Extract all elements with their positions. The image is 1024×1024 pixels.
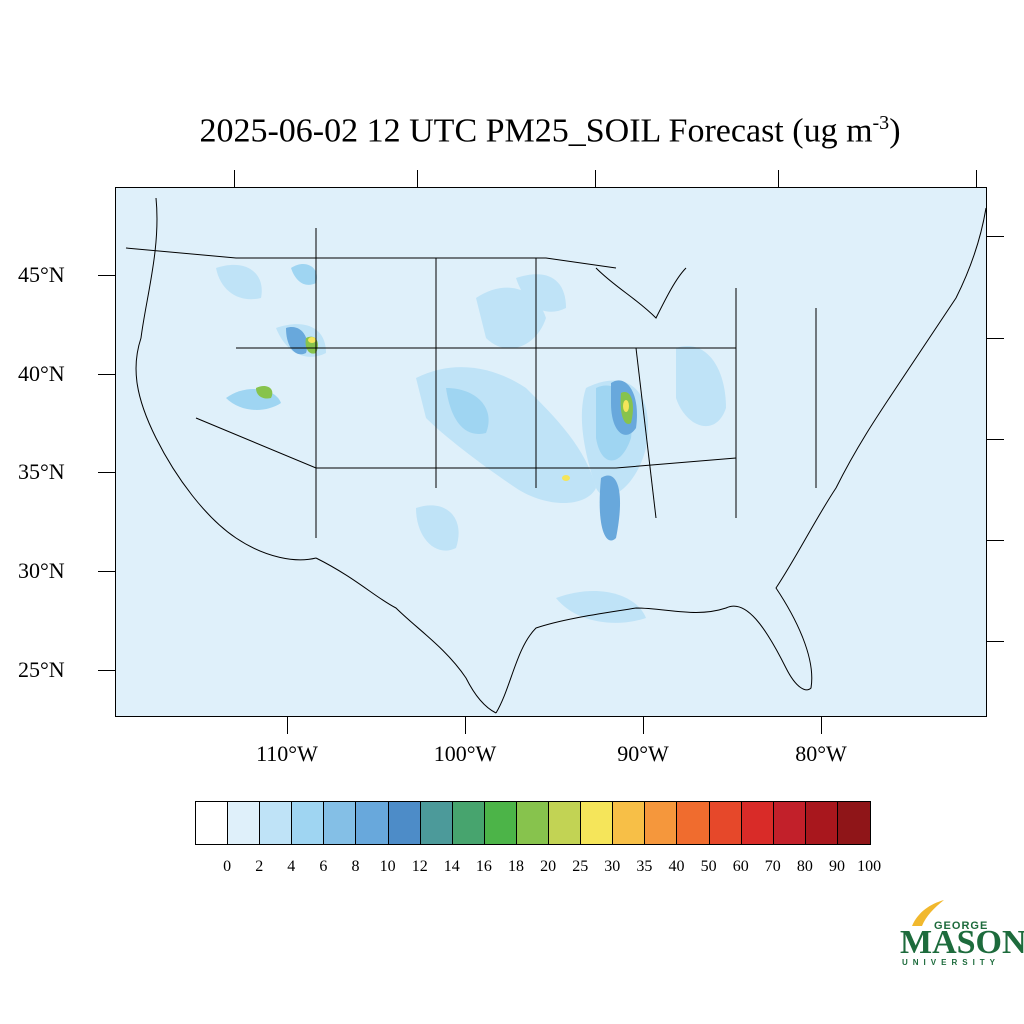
color-legend-swatch	[773, 802, 806, 844]
color-legend-swatch	[228, 802, 261, 844]
latitude-label: 45°N	[18, 262, 65, 287]
color-legend-swatch	[709, 802, 742, 844]
color-legend-label: 2	[255, 858, 264, 875]
color-legend-swatch	[645, 802, 678, 844]
bottom-tick	[465, 717, 466, 734]
latitude-label: 40°N	[18, 361, 65, 386]
right-tick	[987, 540, 1004, 541]
color-legend-label: 18	[508, 858, 524, 875]
color-legend-label: 16	[475, 858, 492, 875]
color-legend-swatch	[324, 802, 357, 844]
color-legend-label: 4	[287, 858, 296, 875]
color-legend-swatch	[356, 802, 389, 844]
left-tick	[98, 374, 115, 375]
left-tick	[98, 571, 115, 572]
color-legend-swatch	[516, 802, 550, 844]
color-legend-swatch	[613, 802, 646, 844]
map-title: 2025-06-02 12 UTC PM25_SOIL Forecast (ug…	[0, 112, 1024, 150]
color-legend-swatch	[581, 802, 614, 844]
color-legend	[195, 801, 871, 845]
coastline-and-borders	[125, 197, 986, 714]
color-legend-swatch	[741, 802, 774, 844]
color-legend-swatch	[292, 802, 325, 844]
color-legend-swatch	[196, 802, 229, 844]
color-legend-label: 6	[319, 858, 328, 875]
longitude-label: 100°W	[433, 741, 497, 766]
color-legend-label: 50	[700, 858, 717, 875]
color-legend-swatch	[260, 802, 293, 844]
left-tick	[98, 472, 115, 473]
logo-line-3: UNIVERSITY	[902, 958, 1001, 967]
color-legend-label: 12	[411, 858, 428, 875]
color-legend-swatch	[805, 802, 838, 844]
color-legend-label: 80	[796, 858, 813, 875]
logo-swoosh-icon	[912, 900, 944, 926]
color-legend-swatch	[420, 802, 453, 844]
color-legend-label: 25	[572, 858, 589, 875]
logo-line-2: MASON	[900, 924, 1024, 961]
color-legend-label: 90	[829, 858, 845, 875]
color-legend-label: 35	[636, 858, 653, 875]
left-tick	[98, 670, 115, 671]
right-tick	[987, 439, 1004, 440]
color-legend-swatch	[484, 802, 517, 844]
pm25-concentration-field	[216, 264, 726, 623]
top-tick	[976, 170, 977, 187]
title-closing: )	[889, 112, 901, 150]
top-tick	[778, 170, 779, 187]
color-legend-label: 100	[857, 858, 882, 875]
color-legend-swatch	[677, 802, 710, 844]
color-legend-label: 0	[223, 858, 232, 875]
latitude-label: 30°N	[18, 558, 65, 583]
color-legend-label: 20	[540, 858, 557, 875]
color-legend-label: 8	[351, 858, 360, 875]
right-tick	[987, 236, 1004, 237]
pm25-max-field	[308, 337, 629, 481]
left-tick	[98, 275, 115, 276]
top-tick	[595, 170, 596, 187]
forecast-map	[115, 187, 987, 717]
university-logo: GEORGE MASON UNIVERSITY	[896, 898, 1024, 968]
right-tick	[987, 338, 1004, 339]
top-tick	[234, 170, 235, 187]
longitude-label: 110°W	[256, 741, 318, 766]
title-superscript: -3	[872, 112, 890, 134]
latitude-label: 25°N	[18, 657, 65, 682]
latitude-label: 35°N	[18, 459, 65, 484]
color-legend-label: 14	[443, 858, 460, 875]
color-legend-label: 10	[379, 858, 396, 875]
pm25-moderate-field	[226, 263, 632, 461]
color-legend-label: 60	[732, 858, 749, 875]
pm25-high-field	[286, 327, 637, 541]
longitude-label: 80°W	[795, 741, 847, 766]
color-legend-label: 70	[764, 858, 781, 875]
color-legend-swatch	[549, 802, 582, 844]
color-legend-label: 30	[604, 858, 621, 875]
color-legend-swatch	[837, 802, 870, 844]
top-tick	[417, 170, 418, 187]
color-legend-swatch	[388, 802, 421, 844]
color-legend-swatch	[452, 802, 485, 844]
us-map-canvas	[125, 197, 986, 714]
bottom-tick	[821, 717, 822, 734]
logo-line-1: GEORGE	[934, 920, 989, 932]
bottom-tick	[643, 717, 644, 734]
title-text: 2025-06-02 12 UTC PM25_SOIL Forecast (ug…	[199, 112, 873, 150]
bottom-tick	[287, 717, 288, 734]
right-tick	[987, 641, 1004, 642]
longitude-label: 90°W	[617, 741, 669, 766]
color-legend-label: 40	[668, 858, 685, 875]
